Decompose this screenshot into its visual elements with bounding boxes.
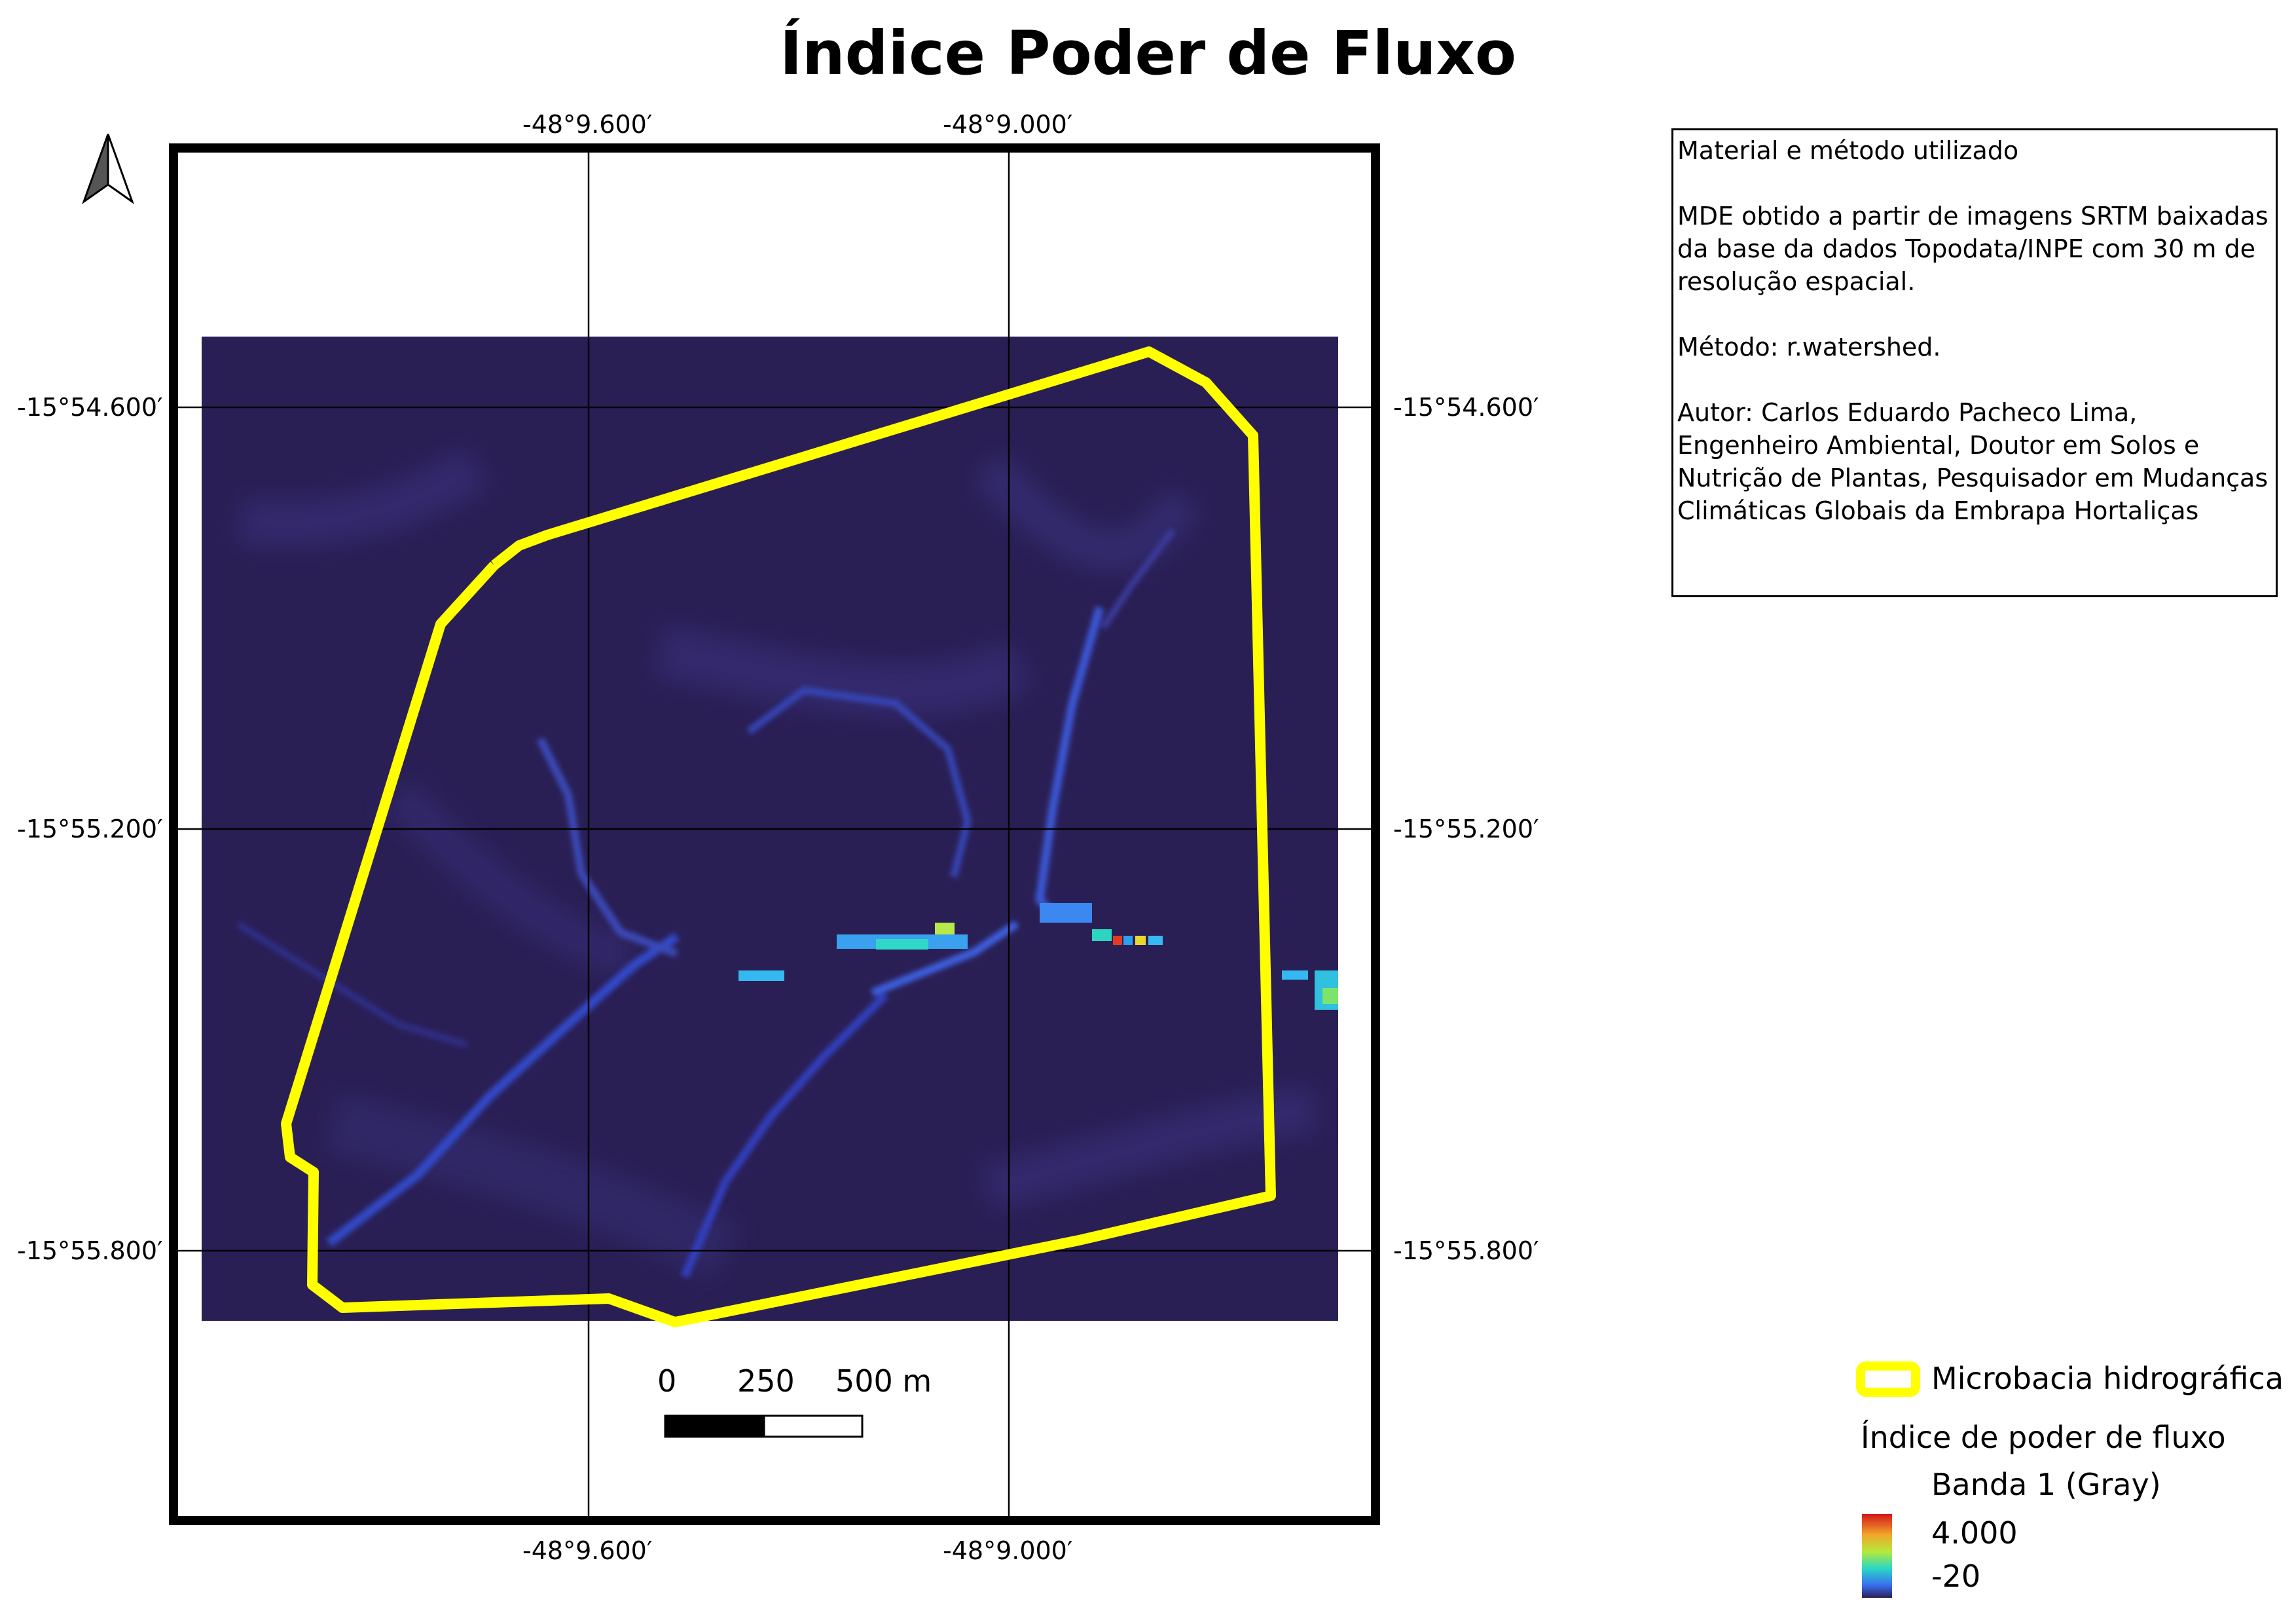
info-heading: Material e método utilizado bbox=[1677, 136, 2019, 165]
info-mde: MDE obtido a partir de imagens SRTM baix… bbox=[1677, 202, 2269, 296]
stream-center-upper bbox=[746, 686, 972, 878]
stream-southwest bbox=[236, 921, 468, 1048]
lat-label-right-mid: -15°55.200′ bbox=[1393, 815, 1539, 843]
lon-label-top-left: -48°9.600′ bbox=[522, 110, 653, 139]
lon-label-bottom-right: -48°9.000′ bbox=[943, 1536, 1073, 1565]
boundary-legend-swatch-icon bbox=[1856, 1361, 1920, 1397]
lat-label-left-top: -15°54.600′ bbox=[17, 393, 163, 422]
info-box: Material e método utilizado MDE obtido a… bbox=[1671, 128, 2278, 597]
lat-label-right-bottom: -15°55.800′ bbox=[1393, 1236, 1539, 1265]
legend-boundary-label: Microbacia hidrográfica bbox=[1931, 1361, 2284, 1396]
lat-label-left-bottom: -15°55.800′ bbox=[17, 1236, 163, 1265]
watershed-boundary bbox=[281, 346, 1276, 1327]
stream-west-branch bbox=[536, 737, 678, 957]
color-ramp-icon bbox=[1862, 1514, 1892, 1598]
lat-label-left-mid: -15°55.200′ bbox=[17, 815, 163, 843]
scale-label-250: 250 bbox=[737, 1363, 795, 1399]
stream-north-upper bbox=[1101, 528, 1175, 629]
lon-label-bottom-left: -48°9.600′ bbox=[522, 1536, 653, 1565]
legend-layer-title: Índice de poder de fluxo bbox=[1861, 1420, 2226, 1455]
north-arrow-icon bbox=[81, 134, 135, 204]
terrain-texture bbox=[238, 447, 1318, 1280]
legend-min-value: -20 bbox=[1931, 1559, 1981, 1594]
scale-bar bbox=[664, 1414, 864, 1438]
map-frame bbox=[169, 143, 1380, 1525]
map-title: Índice Poder de Fluxo bbox=[779, 18, 1517, 88]
scale-label-500: 500 m bbox=[835, 1363, 932, 1399]
legend-band-label: Banda 1 (Gray) bbox=[1931, 1467, 2161, 1502]
info-method: Método: r.watershed. bbox=[1677, 333, 1941, 361]
scale-label-0: 0 bbox=[657, 1363, 677, 1399]
legend-max-value: 4.000 bbox=[1931, 1515, 2018, 1551]
stream-south bbox=[681, 992, 888, 1278]
stream-center-east bbox=[871, 920, 1019, 997]
lat-label-right-top: -15°54.600′ bbox=[1393, 393, 1539, 422]
stream-west-main bbox=[326, 932, 680, 1247]
raster-svg bbox=[236, 447, 1338, 1280]
high-flow-cells bbox=[738, 903, 1338, 1010]
lon-label-top-right: -48°9.000′ bbox=[943, 110, 1073, 139]
graticule bbox=[169, 143, 1380, 1525]
info-author: Autor: Carlos Eduardo Pacheco Lima, Enge… bbox=[1677, 398, 2269, 525]
